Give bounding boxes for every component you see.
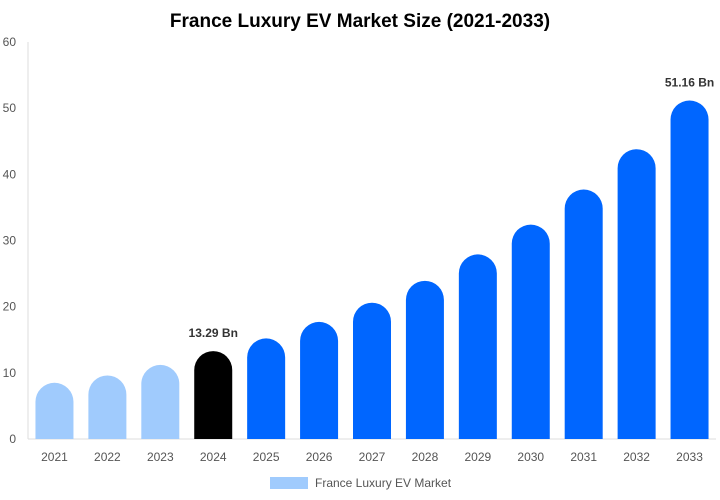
chart-title: France Luxury EV Market Size (2021-2033) xyxy=(170,11,550,32)
legend-label: France Luxury EV Market xyxy=(315,476,452,490)
bar-2031 xyxy=(564,189,603,439)
legend: France Luxury EV Market xyxy=(270,476,452,490)
y-tick-label: 10 xyxy=(3,366,17,380)
bar-2028 xyxy=(405,280,444,439)
x-tick-label: 2027 xyxy=(359,450,386,464)
y-tick-label: 0 xyxy=(9,432,16,446)
bar-2024 xyxy=(194,351,233,439)
bar-2021 xyxy=(35,382,74,439)
x-tick-label: 2031 xyxy=(570,450,597,464)
x-tick-label: 2025 xyxy=(253,450,280,464)
bar-2023 xyxy=(141,364,180,439)
x-tick-label: 2022 xyxy=(94,450,121,464)
legend-swatch xyxy=(270,477,308,489)
x-tick-label: 2030 xyxy=(517,450,544,464)
y-tick-label: 50 xyxy=(3,101,17,115)
y-tick-label: 30 xyxy=(3,234,17,248)
x-tick-label: 2026 xyxy=(306,450,333,464)
bar-2032 xyxy=(617,149,656,439)
data-label: 13.29 Bn xyxy=(189,326,238,340)
bar-2033 xyxy=(670,100,709,439)
bar-2029 xyxy=(458,254,497,439)
bar-2025 xyxy=(247,338,286,439)
bar-2030 xyxy=(511,224,550,439)
bar-2022 xyxy=(88,375,127,439)
y-tick-label: 20 xyxy=(3,300,17,314)
x-tick-label: 2033 xyxy=(676,450,703,464)
bar-2026 xyxy=(300,321,339,439)
x-tick-label: 2032 xyxy=(623,450,650,464)
data-label: 51.16 Bn xyxy=(665,75,714,89)
x-tick-label: 2029 xyxy=(464,450,491,464)
x-tick-label: 2021 xyxy=(41,450,68,464)
x-tick-label: 2024 xyxy=(200,450,227,464)
x-tick-label: 2028 xyxy=(412,450,439,464)
x-tick-label: 2023 xyxy=(147,450,174,464)
y-tick-label: 40 xyxy=(3,167,17,181)
y-tick-label: 60 xyxy=(3,35,17,49)
bar-2027 xyxy=(353,302,391,439)
